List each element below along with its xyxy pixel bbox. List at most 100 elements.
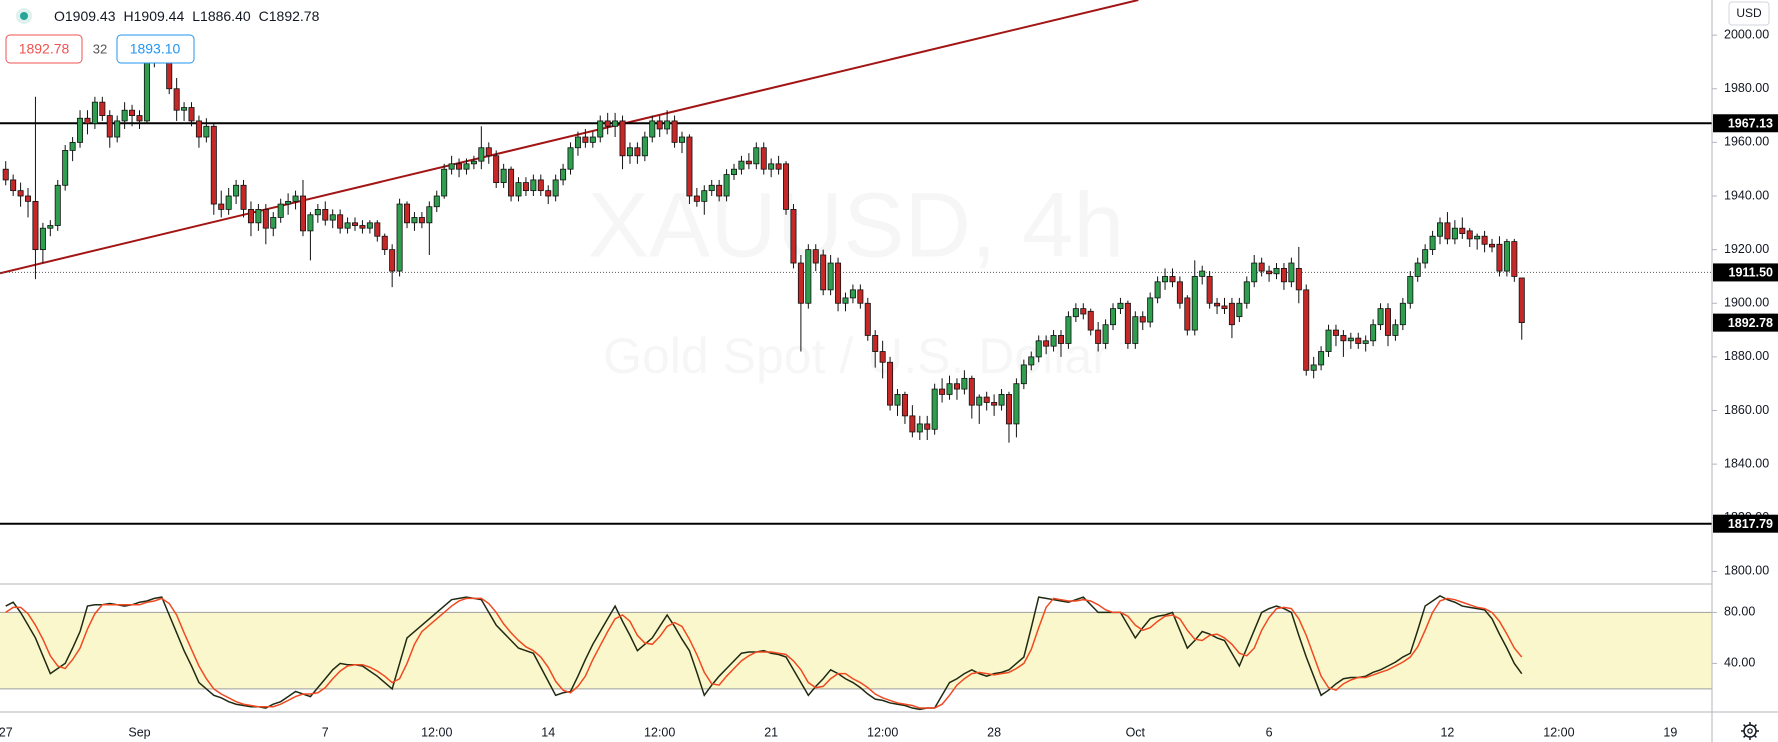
y-tick-label: 1920.00 <box>1724 242 1769 256</box>
candle-body <box>1511 241 1518 277</box>
candle-body <box>1370 324 1377 342</box>
candle-body <box>589 136 596 143</box>
candle-body <box>1072 308 1079 318</box>
candle-body <box>983 396 990 403</box>
candle-body <box>314 209 321 216</box>
status-dot <box>20 12 28 20</box>
candle-body <box>976 396 983 406</box>
candle-body <box>953 383 960 390</box>
candle-body <box>1154 281 1161 299</box>
candle-body <box>1437 222 1444 237</box>
ohlc-name: C <box>259 8 269 24</box>
price-label: 1911.50 <box>1729 266 1774 280</box>
candle-body <box>121 109 128 122</box>
candle-body <box>277 203 284 218</box>
candle-body <box>916 423 923 433</box>
candle-body <box>106 115 113 138</box>
candle-body <box>143 61 150 122</box>
candle-body <box>225 195 232 210</box>
oscillator-line <box>5 597 1523 709</box>
x-tick-label: 21 <box>764 725 778 739</box>
candle-body <box>485 147 492 157</box>
ohlc-value: 1886.40 <box>200 8 251 24</box>
candle-body <box>894 394 901 406</box>
currency-button[interactable] <box>1728 1 1770 26</box>
x-tick-label: Sep <box>128 725 150 739</box>
candle-body <box>991 402 998 406</box>
buy-button[interactable] <box>116 34 195 64</box>
candle-body <box>1280 268 1287 283</box>
candle-body <box>887 361 894 406</box>
ohlc-value: 1909.43 <box>65 8 116 24</box>
candle-body <box>1184 297 1191 331</box>
candle-body <box>1162 276 1169 283</box>
candle-body <box>649 120 656 138</box>
candle-body <box>545 190 552 197</box>
candle-body <box>39 227 46 251</box>
candle-body <box>441 168 448 197</box>
y-tick-label: 1980.00 <box>1724 81 1769 95</box>
candle-body <box>337 214 344 229</box>
candle-body <box>693 195 700 202</box>
price-label: 1817.79 <box>1728 517 1773 531</box>
currency-label: USD <box>1736 6 1762 20</box>
candle-body <box>329 214 336 221</box>
candle-body <box>17 190 24 197</box>
candle-body <box>1466 230 1473 240</box>
candle-body <box>560 168 567 181</box>
candle-body <box>515 182 522 197</box>
candle-body <box>366 222 373 229</box>
candle-body <box>626 147 633 157</box>
candle-body <box>1407 276 1414 304</box>
candle-body <box>1221 305 1228 310</box>
price-label-box <box>1713 313 1778 332</box>
y-tick-label: 1800.00 <box>1724 564 1769 578</box>
candle-body <box>1273 268 1280 275</box>
spread: 32 <box>93 41 107 56</box>
x-tick-label: 19 <box>1663 725 1677 739</box>
price-label-box <box>1713 114 1778 133</box>
candle-body <box>1325 329 1332 352</box>
ohlc-name: O <box>54 8 65 24</box>
settings-button[interactable] <box>1741 722 1759 740</box>
candle-body <box>1318 351 1325 366</box>
candle-body <box>946 383 953 395</box>
candle-body <box>195 120 202 138</box>
candle-body <box>760 147 767 170</box>
sell-button[interactable] <box>5 34 83 64</box>
candle-body <box>1384 308 1391 336</box>
candle-body <box>136 115 143 122</box>
candle-body <box>574 136 581 149</box>
y-tick-label: 1840.00 <box>1724 456 1769 470</box>
candle-body <box>864 302 871 336</box>
plot-area <box>0 0 1712 525</box>
ohlc-value: 1909.44 <box>134 8 185 24</box>
y-tick-label: 80.00 <box>1724 605 1755 619</box>
candle-body <box>448 163 455 170</box>
candle-body <box>173 88 180 111</box>
candle-body <box>1489 243 1496 248</box>
candle-body <box>1176 281 1183 304</box>
candle-body <box>783 163 790 210</box>
candle-body <box>478 147 485 162</box>
candle-body <box>671 120 678 143</box>
candle-body <box>931 388 938 430</box>
candle-body <box>247 209 254 224</box>
candle-body <box>433 195 440 208</box>
candle-body <box>344 222 351 229</box>
candle-body <box>1110 308 1117 326</box>
candle-body <box>1236 302 1243 318</box>
candle-body <box>1451 227 1458 240</box>
x-tick-label: 7 <box>322 725 329 739</box>
candle-body <box>381 235 388 251</box>
candle-body <box>1043 340 1050 347</box>
candle-body <box>1251 262 1258 283</box>
candle-body <box>1028 356 1035 366</box>
candle-body <box>1399 302 1406 326</box>
y-tick-label: 2000.00 <box>1724 27 1769 41</box>
candle-body <box>1295 268 1302 291</box>
candle-body <box>1266 270 1273 275</box>
candle-body <box>537 179 544 192</box>
